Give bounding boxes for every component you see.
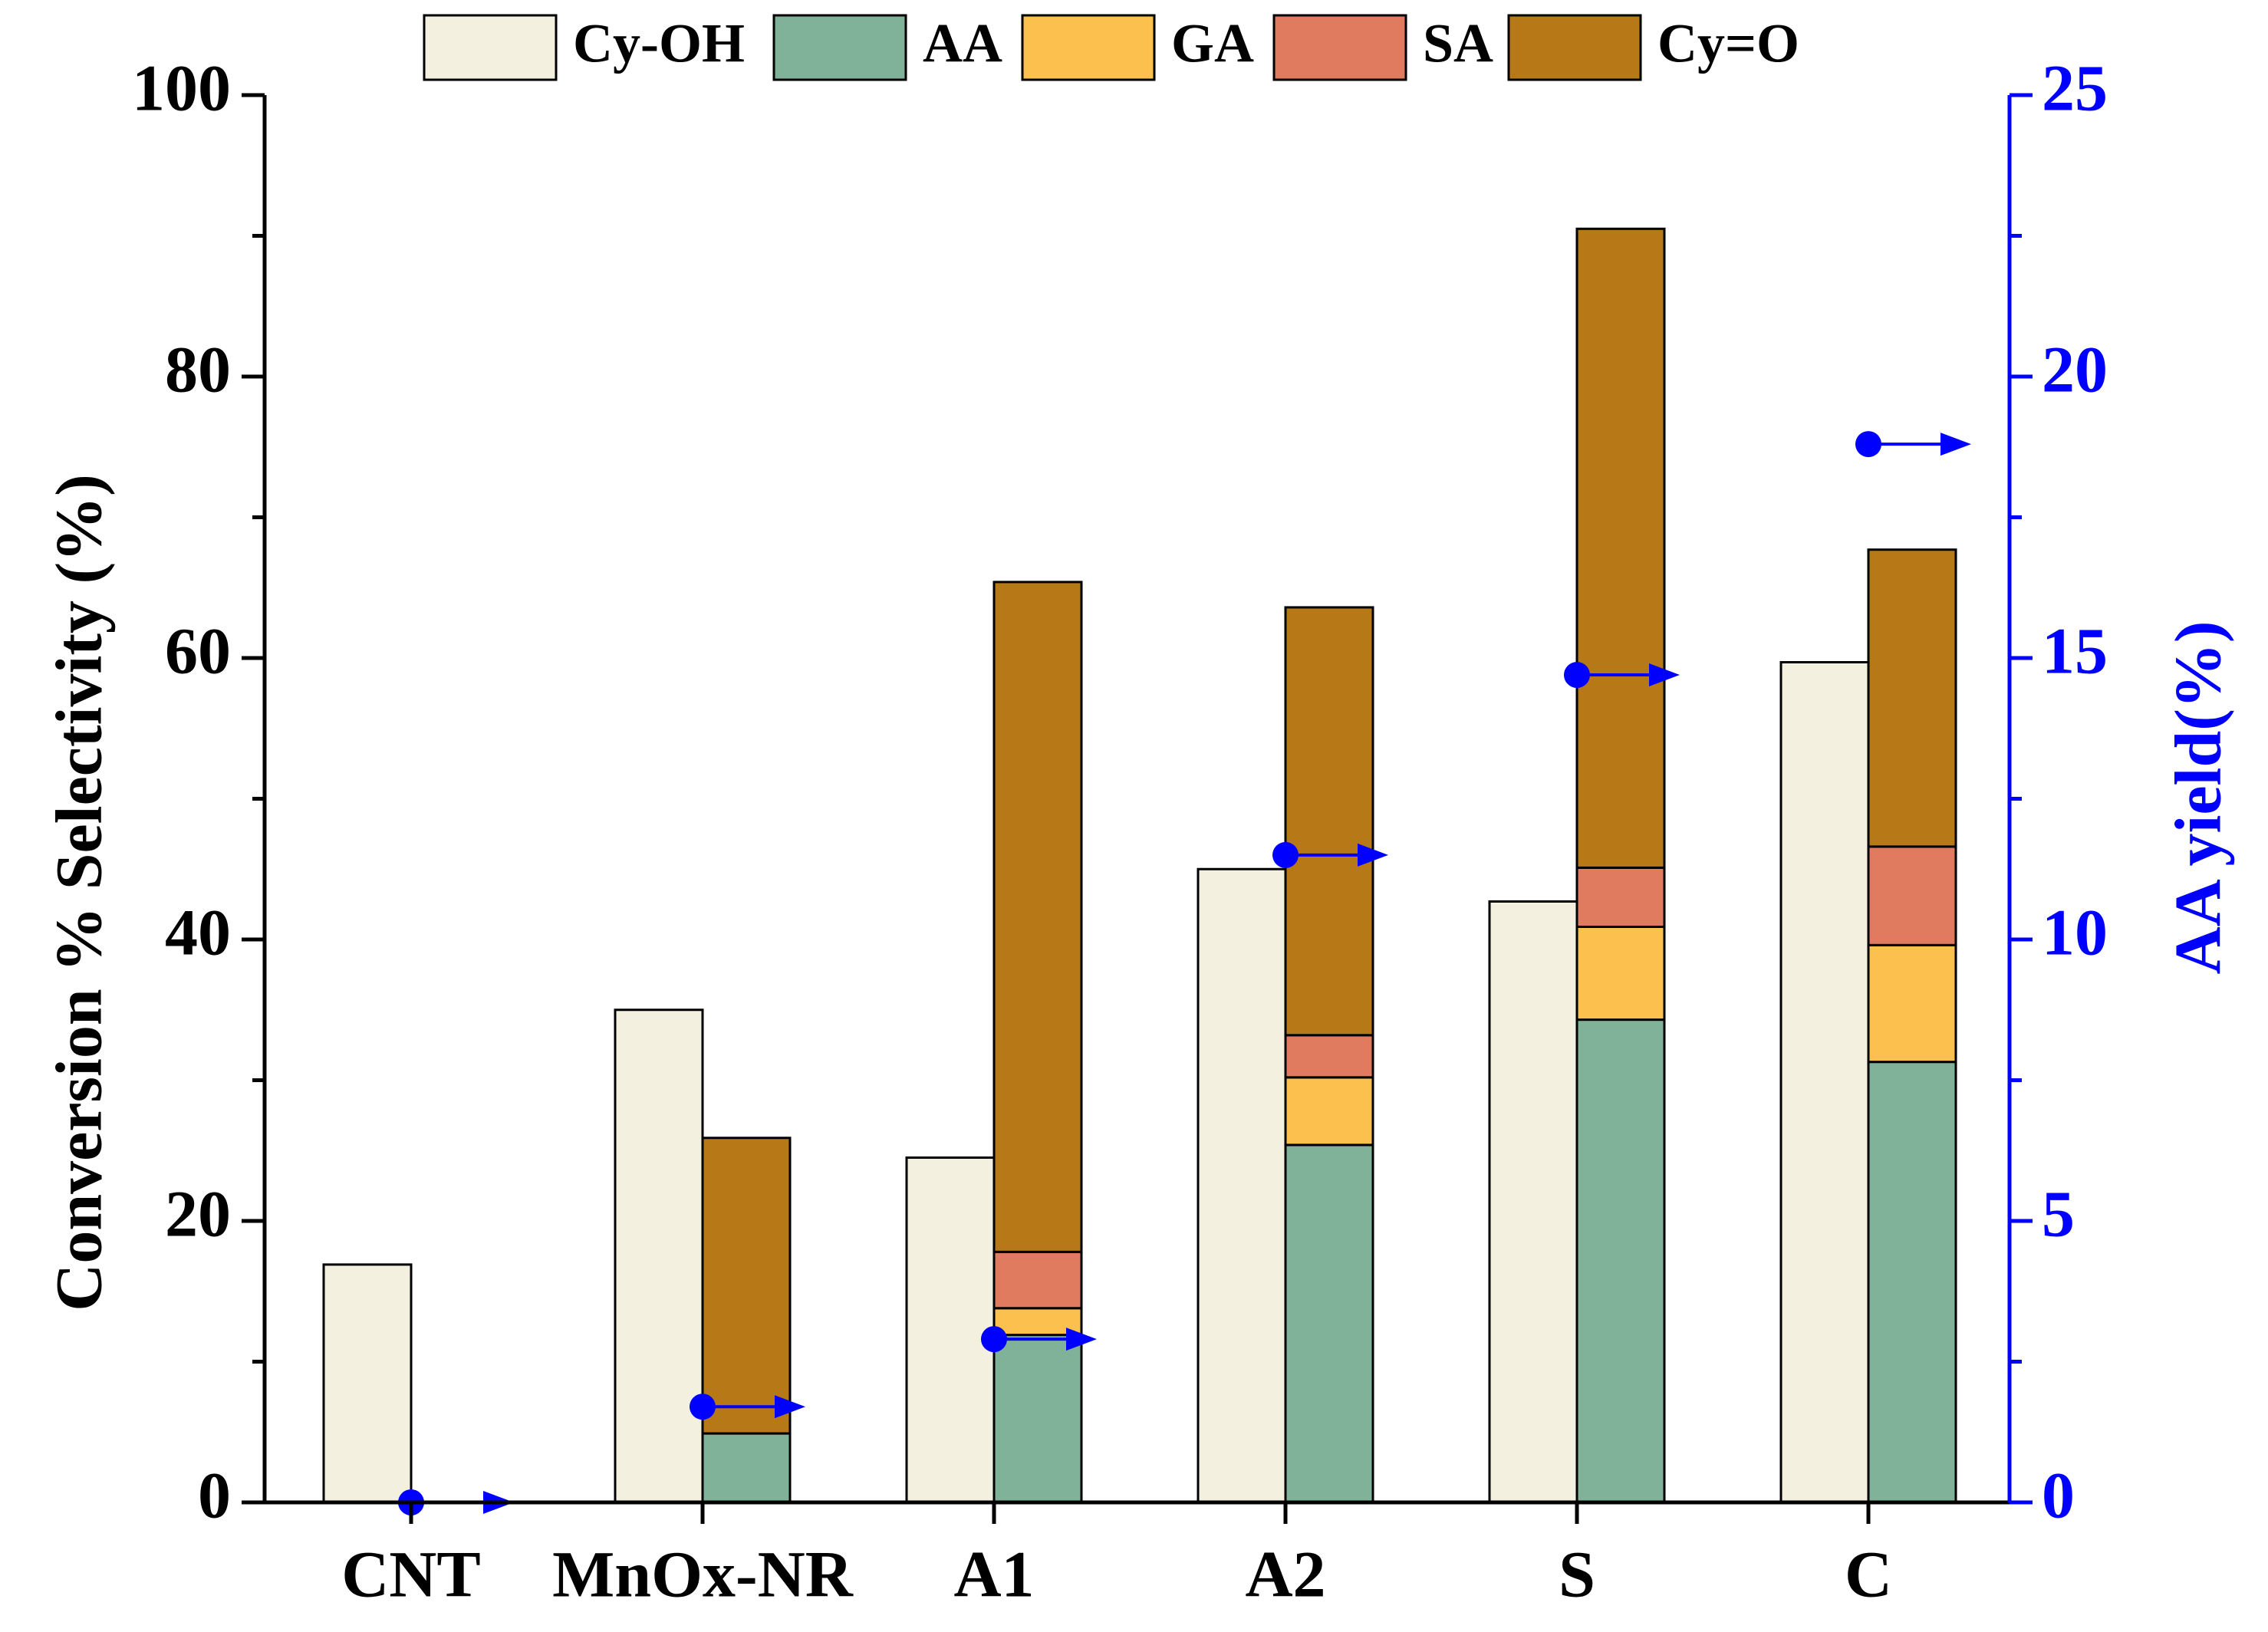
axes: 0 20 40 60 80 100 0 5 10 15 20 25 CNT MnOx-NR A1 A2 S C: [132, 51, 2108, 1611]
legend-swatch-aa: [772, 14, 907, 81]
legend-label-sa: SA: [1423, 13, 1493, 74]
y-tick-label: 100: [132, 51, 231, 125]
y2-axis-label: AA yield(%): [2161, 620, 2235, 974]
y-tick-label: 80: [165, 333, 231, 406]
legend-swatch-ga: [1021, 14, 1156, 81]
y-tick-label: 20: [165, 1177, 231, 1251]
yield-point-MnOx-NR: [690, 1393, 716, 1420]
legend-label-ga: GA: [1171, 13, 1254, 74]
bar-ga-C: [1867, 943, 1957, 1064]
x-tick-label-A2: A2: [1245, 1538, 1325, 1611]
x-tick-label-MnOx-NR: MnOx-NR: [552, 1538, 854, 1611]
y-tick-label: 60: [165, 614, 231, 688]
bar-cy-oh-MnOx-NR: [614, 1008, 704, 1504]
x-tick-label-CNT: CNT: [341, 1538, 481, 1611]
bar-ga-S: [1575, 925, 1666, 1022]
x-tick-label-A1: A1: [953, 1538, 1034, 1611]
yield-arrow-head-A2: [1358, 843, 1388, 867]
legend-label-aa: AA: [923, 13, 1002, 74]
y2-tick-label: 0: [2042, 1459, 2075, 1532]
bar-cy-oh-A1: [905, 1156, 996, 1504]
bar-aa-MnOx-NR: [701, 1432, 792, 1504]
legend-label-cy-oh: Cy-OH: [573, 13, 745, 74]
bars: [322, 227, 1957, 1504]
legend-label-cy-o: Cy=O: [1657, 13, 1799, 74]
y2-tick-label: 25: [2042, 51, 2108, 125]
bar-cy-o-C: [1867, 548, 1957, 848]
bar-cy-oh-CNT: [322, 1263, 413, 1504]
legend-swatch-cy-oh: [423, 14, 558, 81]
yield-arrow-head-S: [1649, 663, 1680, 687]
bar-sa-C: [1867, 845, 1957, 946]
bar-sa-A1: [992, 1250, 1083, 1310]
legend-swatch-cy-o: [1507, 14, 1642, 81]
bar-cy-oh-S: [1488, 900, 1578, 1504]
yield-point-A1: [981, 1326, 1007, 1353]
bar-aa-A1: [992, 1334, 1083, 1504]
bar-sa-A2: [1284, 1034, 1374, 1079]
yield-point-S: [1564, 662, 1590, 689]
yield-point-C: [1855, 431, 1881, 458]
y-tick-label: 0: [198, 1459, 231, 1532]
bar-cy-o-S: [1575, 227, 1666, 869]
legend: Cy-OH AA GA SA Cy=O: [423, 13, 1799, 81]
yield-arrow-head-C: [1940, 433, 1971, 456]
bar-aa-C: [1867, 1061, 1957, 1504]
y-axis-label: Conversion % Selectivity (%): [42, 474, 116, 1311]
yield-arrow-head-A1: [1066, 1328, 1097, 1351]
yield-arrow-head-MnOx-NR: [775, 1395, 805, 1419]
bar-cy-o-MnOx-NR: [701, 1137, 792, 1435]
bar-cy-o-A2: [1284, 606, 1374, 1037]
bar-cy-oh-A2: [1197, 867, 1287, 1504]
bar-cy-o-A1: [992, 581, 1083, 1253]
y2-tick-label: 10: [2042, 896, 2108, 969]
x-tick-label-S: S: [1559, 1538, 1595, 1611]
yield-point-A2: [1272, 841, 1299, 868]
y2-tick-label: 5: [2042, 1177, 2075, 1251]
legend-swatch-sa: [1272, 14, 1407, 81]
y2-tick-label: 15: [2042, 614, 2108, 688]
bar-aa-S: [1575, 1018, 1666, 1504]
x-tick-label-C: C: [1845, 1538, 1892, 1611]
bar-cy-oh-C: [1779, 661, 1870, 1504]
y-tick-label: 40: [165, 896, 231, 969]
bar-ga-A1: [992, 1307, 1083, 1337]
bar-sa-S: [1575, 866, 1666, 928]
y2-tick-label: 20: [2042, 333, 2108, 406]
bar-aa-A2: [1284, 1143, 1374, 1504]
bar-ga-A2: [1284, 1076, 1374, 1147]
